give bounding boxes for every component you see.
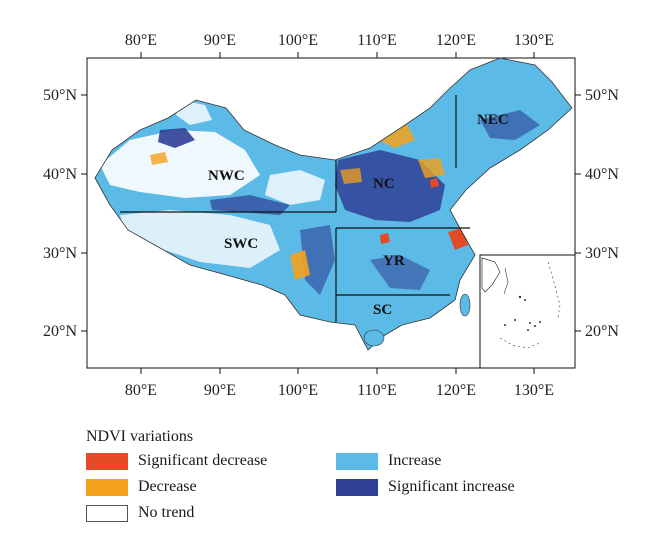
legend-item-decrease: Decrease <box>86 476 336 498</box>
lat-label-30: 30°N <box>43 245 77 262</box>
region-label-nwc: NWC <box>208 168 245 184</box>
lon-label-130: 130°E <box>514 382 554 399</box>
legend-label: Significant decrease <box>138 452 268 469</box>
legend-item-significant-increase: Significant increase <box>336 476 566 498</box>
legend-swatch <box>86 452 128 470</box>
lat-label-30: 30°N <box>585 245 619 262</box>
lat-labels-left: 50°N 40°N 30°N 20°N <box>43 87 77 340</box>
lat-label-40: 40°N <box>585 166 619 183</box>
legend-label: No trend <box>138 504 195 521</box>
lon-labels-bottom: 80°E 90°E 100°E 110°E 120°E 130°E <box>125 382 554 399</box>
lon-label-110: 110°E <box>357 32 397 49</box>
lon-labels-top: 80°E 90°E 100°E 110°E 120°E 130°E <box>125 32 554 49</box>
legend-item-no-trend: No trend <box>86 502 336 524</box>
lon-label-100: 100°E <box>278 32 318 49</box>
lat-label-50: 50°N <box>43 87 77 104</box>
region-label-sc: SC <box>373 302 392 318</box>
taiwan-island <box>459 293 471 317</box>
legend-swatch <box>336 478 378 496</box>
legend-item-increase: Increase <box>336 450 566 472</box>
region-boundaries <box>120 95 470 322</box>
lon-label-100: 100°E <box>278 382 318 399</box>
lon-label-130: 130°E <box>514 32 554 49</box>
hainan-island <box>363 329 385 347</box>
lon-label-110: 110°E <box>357 382 397 399</box>
lon-label-90: 90°E <box>204 32 236 49</box>
legend-label: Increase <box>388 452 442 469</box>
south-china-sea-inset <box>479 254 576 369</box>
region-label-yr: YR <box>383 253 405 269</box>
lon-label-80: 80°E <box>125 382 157 399</box>
legend-grid: Significant decrease Increase Decrease S… <box>86 450 566 524</box>
china-outline <box>94 57 573 351</box>
lat-label-20: 20°N <box>585 323 619 340</box>
lat-label-40: 40°N <box>43 166 77 183</box>
frame-ticks <box>81 52 581 374</box>
legend-swatch <box>86 504 128 522</box>
lat-labels-right: 50°N 40°N 30°N 20°N <box>585 87 619 340</box>
legend-label: Decrease <box>138 478 197 495</box>
lon-label-90: 90°E <box>204 382 236 399</box>
lon-label-120: 120°E <box>436 382 476 399</box>
lat-label-50: 50°N <box>585 87 619 104</box>
lon-label-120: 120°E <box>436 32 476 49</box>
lon-label-80: 80°E <box>125 32 157 49</box>
legend-swatch <box>336 452 378 470</box>
region-label-nec: NEC <box>477 112 509 128</box>
legend-swatch <box>86 478 128 496</box>
legend-title: NDVI variations <box>86 428 194 445</box>
region-label-swc: SWC <box>224 236 258 252</box>
lat-label-20: 20°N <box>43 323 77 340</box>
legend-label: Significant increase <box>388 478 515 495</box>
region-label-nc: NC <box>373 176 395 192</box>
legend-item-significant-decrease: Significant decrease <box>86 450 336 472</box>
map-legend: NDVI variations Significant decrease Inc… <box>86 428 566 524</box>
